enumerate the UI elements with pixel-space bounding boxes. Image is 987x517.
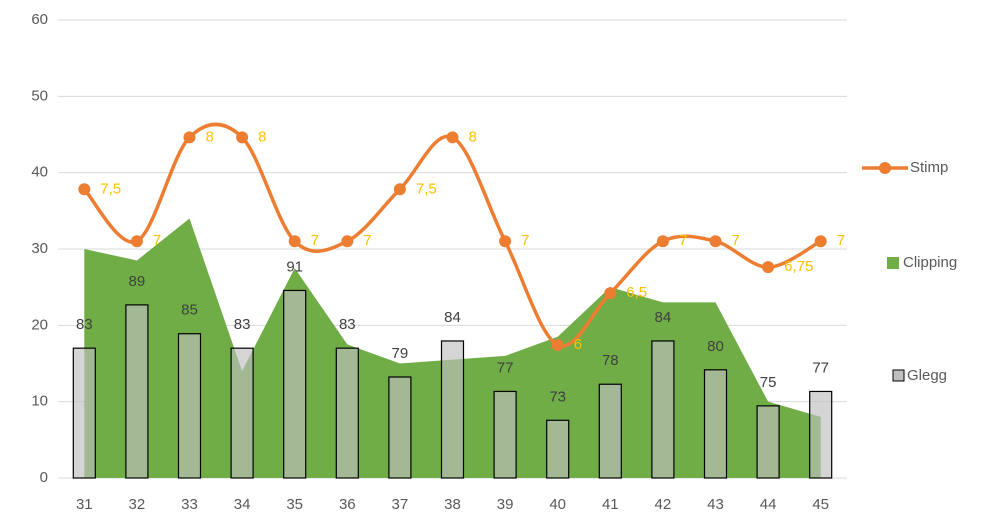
x-tick-label: 40	[549, 496, 566, 513]
marker	[499, 235, 512, 248]
data-label: 7	[679, 232, 687, 249]
marker	[341, 235, 354, 248]
data-label: 80	[707, 338, 724, 355]
x-tick-label: 34	[234, 496, 251, 513]
bar	[177, 333, 202, 479]
legend-label: Glegg	[907, 367, 947, 384]
marker	[709, 235, 722, 248]
x-tick-label: 38	[444, 496, 461, 513]
bar	[72, 347, 96, 479]
data-label: 6,75	[784, 258, 813, 275]
marker	[656, 235, 669, 248]
x-tick-label: 37	[392, 496, 409, 513]
y-tick-label: 40	[31, 164, 48, 181]
y-tick-label: 30	[31, 240, 48, 257]
data-label: 7	[153, 232, 161, 249]
bar	[125, 304, 149, 479]
marker	[604, 287, 617, 300]
data-label: 7	[521, 232, 529, 249]
x-tick-label: 42	[655, 496, 672, 513]
marker	[446, 131, 459, 144]
y-tick-label: 20	[31, 316, 48, 333]
legend-swatch	[887, 257, 899, 269]
y-tick-label: 50	[31, 87, 48, 104]
bar	[809, 390, 833, 479]
legend-swatch	[879, 162, 891, 174]
data-label: 7,5	[100, 180, 121, 197]
marker	[183, 131, 196, 144]
y-tick-label: 0	[40, 469, 48, 486]
data-label: 75	[760, 374, 777, 391]
bar	[230, 347, 254, 479]
bar	[440, 340, 465, 479]
marker	[288, 235, 301, 248]
marker	[78, 183, 91, 196]
marker	[814, 235, 827, 248]
bar	[651, 340, 675, 479]
x-tick-label: 41	[602, 496, 619, 513]
bar	[283, 289, 307, 479]
data-label: 8	[206, 128, 214, 145]
x-tick-label: 33	[181, 496, 198, 513]
data-label: 77	[497, 359, 514, 376]
data-label: 8	[258, 128, 266, 145]
x-tick-label: 32	[129, 496, 146, 513]
marker	[762, 261, 775, 274]
marker	[130, 235, 143, 248]
bar	[598, 383, 622, 479]
data-label: 84	[444, 309, 461, 326]
data-label: 84	[655, 309, 672, 326]
bar	[388, 376, 412, 479]
x-tick-label: 43	[707, 496, 724, 513]
data-label: 77	[812, 359, 829, 376]
data-label: 91	[286, 258, 303, 275]
x-tick-label: 44	[760, 496, 777, 513]
marker	[551, 339, 564, 352]
data-label: 7	[311, 232, 319, 249]
legend-swatch	[892, 369, 905, 382]
data-label: 7	[732, 232, 740, 249]
data-label: 83	[339, 316, 356, 333]
data-label: 85	[181, 302, 198, 319]
data-label: 73	[549, 388, 566, 405]
bar	[546, 419, 570, 479]
data-label: 8	[469, 128, 477, 145]
data-label: 6,5	[626, 284, 647, 301]
data-label: 83	[234, 316, 251, 333]
y-tick-label: 10	[31, 393, 48, 410]
bar	[703, 369, 728, 479]
x-tick-label: 31	[76, 496, 93, 513]
data-label: 7,5	[416, 180, 437, 197]
y-tick-label: 60	[31, 11, 48, 28]
legend-label: Clipping	[903, 254, 957, 271]
legend-label: Stimp	[910, 159, 948, 176]
bar	[493, 390, 517, 479]
x-tick-label: 45	[812, 496, 829, 513]
x-tick-label: 36	[339, 496, 356, 513]
bar	[756, 405, 780, 479]
data-label: 6	[574, 336, 582, 353]
data-label: 7	[363, 232, 371, 249]
x-tick-label: 39	[497, 496, 514, 513]
data-label: 78	[602, 352, 619, 369]
marker	[236, 131, 249, 144]
data-label: 7	[837, 232, 845, 249]
area	[84, 218, 821, 478]
bar	[335, 347, 359, 479]
data-label: 83	[76, 316, 93, 333]
marker	[393, 183, 406, 196]
data-label: 79	[392, 345, 409, 362]
data-label: 89	[129, 273, 146, 290]
x-tick-label: 35	[286, 496, 303, 513]
